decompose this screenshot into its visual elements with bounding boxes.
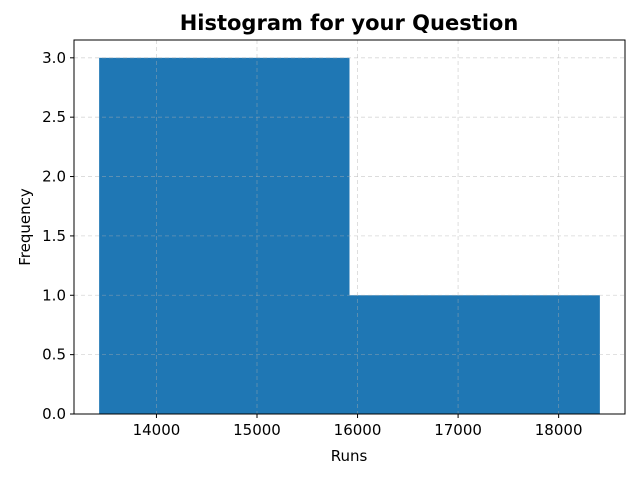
y-tick-label: 0.0	[42, 405, 66, 423]
y-tick-label: 1.5	[42, 227, 66, 245]
y-tick-label: 3.0	[42, 49, 66, 67]
chart-title: Histogram for your Question	[180, 11, 519, 35]
grid-over-layer	[74, 40, 625, 415]
x-tick-label: 18000	[535, 421, 583, 439]
x-tick-label: 15000	[233, 421, 281, 439]
plot-frame	[73, 39, 626, 415]
x-tick-label: 17000	[434, 421, 482, 439]
y-axis-label: Frequency	[16, 188, 34, 266]
x-tick-label: 14000	[133, 421, 181, 439]
y-tick-label: 2.0	[42, 168, 66, 186]
tick-layer: 14000 15000 16000 17000 18000 0.0 0.5 1.0 1.5 2.0…	[42, 49, 582, 439]
y-tick-label: 0.5	[42, 346, 66, 364]
x-tick-label: 16000	[334, 421, 382, 439]
x-axis-label: Runs	[331, 447, 368, 465]
y-tick-label: 1.0	[42, 286, 66, 304]
y-tick-label: 2.5	[42, 108, 66, 126]
